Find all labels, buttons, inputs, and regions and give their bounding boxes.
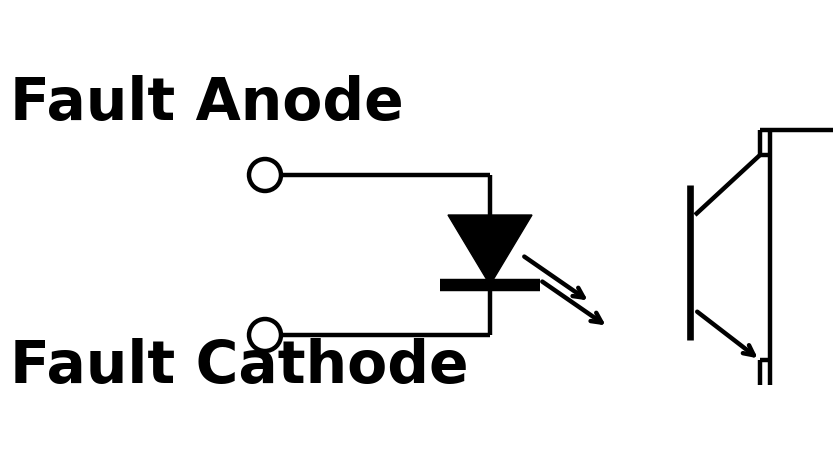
Text: Fault Cathode: Fault Cathode: [10, 338, 469, 395]
Polygon shape: [448, 215, 532, 285]
Text: Fault Anode: Fault Anode: [10, 75, 404, 132]
